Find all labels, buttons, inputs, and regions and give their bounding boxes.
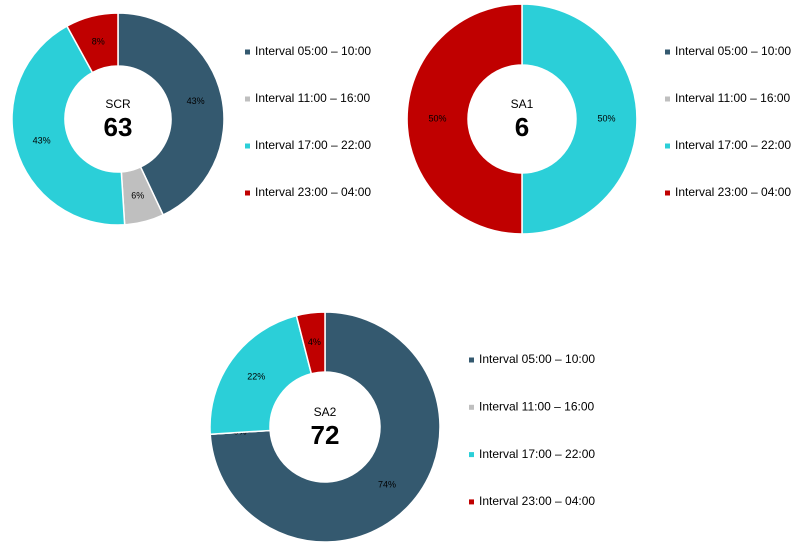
donut-title: SA1: [511, 97, 534, 111]
legend-swatch: [469, 499, 474, 505]
slice-label: 50%: [597, 113, 615, 123]
donut-title: SCR: [105, 97, 131, 111]
legend-swatch: [245, 49, 250, 55]
slice-label: 8%: [92, 36, 105, 46]
legend-label: Interval 11:00 – 16:00: [675, 91, 791, 105]
legend-label: Interval 23:00 – 04:00: [675, 185, 791, 199]
slice-label: 22%: [247, 371, 265, 381]
donut-total: 72: [311, 420, 340, 450]
legend-swatch: [665, 190, 670, 196]
legend-label: Interval 11:00 – 16:00: [479, 399, 595, 413]
donut-slice: [65, 12, 119, 74]
legend-label: Interval 17:00 – 22:00: [479, 447, 595, 461]
donut-slice: [117, 12, 225, 216]
legend-swatch: [245, 143, 250, 149]
legend-swatch: [245, 190, 250, 196]
slice-label: 50%: [428, 113, 446, 123]
legend-label: Interval 05:00 – 10:00: [675, 44, 791, 58]
legend-label: Interval 17:00 – 22:00: [255, 138, 371, 152]
legend-swatch: [469, 357, 474, 363]
legend-swatch: [469, 452, 474, 458]
donut-slice: [209, 311, 441, 542]
donut-total: 63: [104, 112, 133, 142]
legend-swatch: [665, 96, 670, 102]
legend-swatch: [469, 404, 474, 410]
donut-slice: [406, 3, 523, 235]
donut-slice: [295, 311, 326, 375]
slice-label: 43%: [187, 96, 205, 106]
donut-slice: [209, 314, 313, 436]
donut-slice: [11, 25, 126, 226]
slice-label: 6%: [131, 190, 144, 200]
donut-total: 6: [515, 112, 529, 142]
legend-swatch: [665, 143, 670, 149]
legend-label: Interval 23:00 – 04:00: [255, 185, 371, 199]
legend-label: Interval 05:00 – 10:00: [255, 44, 371, 58]
donut-title: SA2: [314, 405, 337, 419]
legend-swatch: [665, 49, 670, 55]
legend-label: Interval 17:00 – 22:00: [675, 138, 791, 152]
donut-slice: [521, 3, 638, 235]
legend-swatch: [245, 96, 250, 102]
legend-label: Interval 05:00 – 10:00: [479, 352, 595, 366]
legend-label: Interval 23:00 – 04:00: [479, 494, 595, 508]
legend-label: Interval 11:00 – 16:00: [255, 91, 371, 105]
slice-label: 4%: [308, 337, 321, 347]
slice-label: 74%: [378, 480, 396, 490]
slice-label: 43%: [33, 136, 51, 146]
